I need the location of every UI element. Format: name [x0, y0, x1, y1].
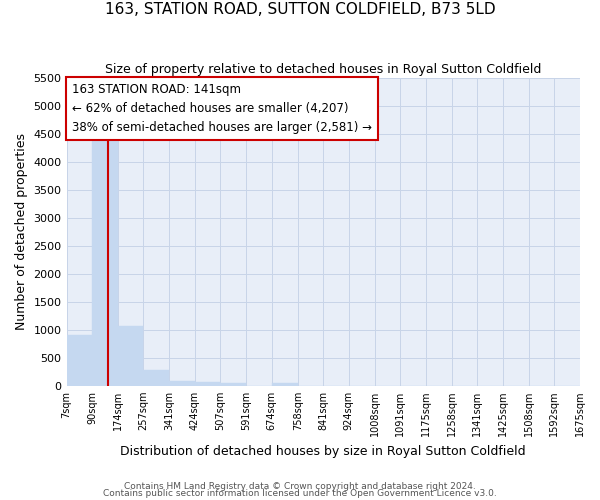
Y-axis label: Number of detached properties: Number of detached properties: [15, 134, 28, 330]
Bar: [143, 370, 169, 386]
Title: Size of property relative to detached houses in Royal Sutton Coldfield: Size of property relative to detached ho…: [105, 62, 541, 76]
Bar: [169, 381, 195, 386]
Bar: [118, 326, 143, 386]
Text: 163, STATION ROAD, SUTTON COLDFIELD, B73 5LD: 163, STATION ROAD, SUTTON COLDFIELD, B73…: [104, 2, 496, 18]
X-axis label: Distribution of detached houses by size in Royal Sutton Coldfield: Distribution of detached houses by size …: [121, 444, 526, 458]
Bar: [195, 382, 220, 386]
Bar: [272, 382, 298, 386]
Text: 163 STATION ROAD: 141sqm
← 62% of detached houses are smaller (4,207)
38% of sem: 163 STATION ROAD: 141sqm ← 62% of detach…: [71, 82, 371, 134]
Text: Contains public sector information licensed under the Open Government Licence v3: Contains public sector information licen…: [103, 490, 497, 498]
Bar: [220, 382, 247, 386]
Bar: [67, 336, 92, 386]
Bar: [92, 131, 118, 386]
Text: Contains HM Land Registry data © Crown copyright and database right 2024.: Contains HM Land Registry data © Crown c…: [124, 482, 476, 491]
